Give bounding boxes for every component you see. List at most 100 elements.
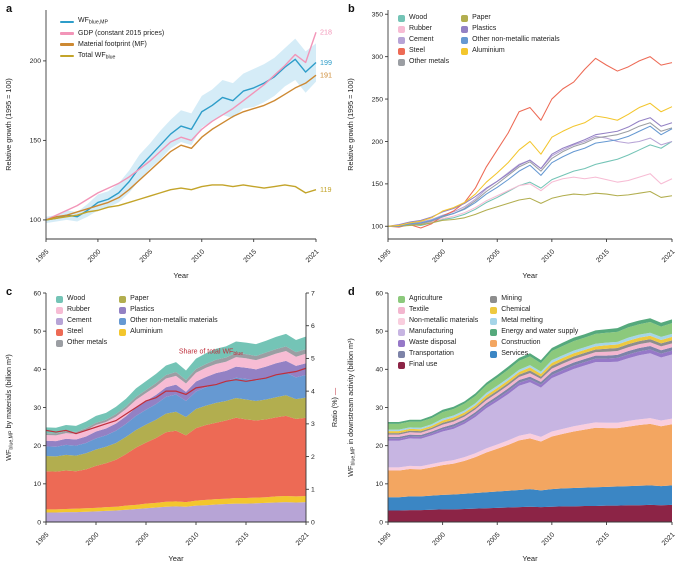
legend-swatch <box>490 306 498 314</box>
svg-text:150: 150 <box>30 138 42 145</box>
legend-item: Paper <box>461 13 560 23</box>
legend-label: Plastics <box>472 25 497 32</box>
panel-d-legend: Agriculture Textile Non-metallic materials… <box>398 294 578 370</box>
svg-text:60: 60 <box>33 290 41 297</box>
legend-item: Mining <box>490 294 578 304</box>
legend-label: Cement <box>409 36 434 43</box>
svg-text:Year: Year <box>173 271 189 280</box>
legend-label: Paper <box>472 14 491 21</box>
svg-text:Year: Year <box>522 554 538 563</box>
svg-text:Year: Year <box>522 271 538 280</box>
svg-text:20: 20 <box>375 443 383 450</box>
legend-item: Energy and water supply <box>490 327 578 337</box>
svg-text:40: 40 <box>375 367 383 374</box>
legend-label: Waste disposal <box>409 339 457 346</box>
legend-item: Total WFblue <box>60 51 164 63</box>
svg-text:1995: 1995 <box>35 531 51 547</box>
legend-label: Steel <box>409 47 425 54</box>
legend-swatch <box>461 25 469 33</box>
svg-text:2015: 2015 <box>595 248 611 264</box>
svg-text:10: 10 <box>33 481 41 488</box>
legend-column-1: WFblue,MP GDP (constant 2015 prices) Mater… <box>60 16 164 62</box>
svg-text:2015: 2015 <box>242 248 258 264</box>
legend-label: Paper <box>130 295 149 302</box>
legend-item: Other non-metallic materials <box>119 316 218 326</box>
panel-b-letter: b <box>348 3 355 15</box>
legend-item: Agriculture <box>398 294 478 304</box>
svg-text:2010: 2010 <box>191 248 207 264</box>
legend-item: Manufacturing <box>398 327 478 337</box>
svg-text:2000: 2000 <box>431 248 447 264</box>
legend-swatch <box>398 295 405 303</box>
svg-text:100: 100 <box>372 224 384 231</box>
panel-c: c Share of total WFblue 0 10 20 30 40 50 60 0 1 2 3… <box>0 283 342 566</box>
svg-text:30: 30 <box>33 405 41 412</box>
legend-label: Plastics <box>130 306 155 313</box>
legend-item: Other non-metallic materials <box>461 35 560 45</box>
svg-text:2000: 2000 <box>431 531 447 547</box>
legend-swatch <box>398 14 405 22</box>
panel-b: b 100 150 200 250 300 350 1995 2000 2005 2010 2015… <box>342 0 685 283</box>
legend-label: Other non-metallic materials <box>472 36 560 43</box>
svg-text:2021: 2021 <box>661 531 677 547</box>
legend-item: Plastics <box>461 24 560 34</box>
legend-item: Metal melting <box>490 316 578 326</box>
svg-text:10: 10 <box>375 481 383 488</box>
svg-text:50: 50 <box>375 328 383 335</box>
svg-text:2000: 2000 <box>87 248 103 264</box>
legend-swatch <box>60 32 74 35</box>
legend-label: Wood <box>67 295 86 302</box>
legend-item: Material footprint (MF) <box>60 40 164 50</box>
svg-text:7: 7 <box>311 290 315 297</box>
legend-swatch <box>398 361 405 369</box>
svg-text:2021: 2021 <box>661 248 677 264</box>
legend-item: Steel <box>56 327 107 337</box>
legend-swatch <box>398 36 405 44</box>
legend-item: Cement <box>56 316 107 326</box>
svg-text:WFblue,MP in downstream activi: WFblue,MP in downstream activity (billio… <box>346 338 357 476</box>
svg-text:3: 3 <box>311 421 315 428</box>
legend-label: Steel <box>67 328 83 335</box>
svg-text:1995: 1995 <box>35 248 51 264</box>
legend-swatch <box>119 317 127 325</box>
panel-c-chart: Share of total WFblue 0 10 20 30 40 50 60 0 1 2 3 4 5… <box>4 290 339 563</box>
legend-swatch <box>398 306 405 314</box>
legend-column-2: Paper Plastics Other non-metallic material… <box>119 294 218 348</box>
panel-d: d 0 10 20 30 40 50 60 1995 2000 2005 2010 2015 2021 Y… <box>342 283 685 566</box>
svg-text:200: 200 <box>372 139 384 146</box>
panel-c-legend: Wood Rubber Cement Steel Other metals Paper Pl… <box>56 294 218 348</box>
legend-swatch <box>398 350 405 358</box>
legend-swatch <box>119 328 127 336</box>
legend-swatch <box>56 295 63 303</box>
legend-swatch <box>490 339 498 347</box>
svg-text:250: 250 <box>372 96 384 103</box>
legend-item: Waste disposal <box>398 338 478 348</box>
svg-text:200: 200 <box>30 58 42 65</box>
legend-swatch <box>490 317 498 325</box>
legend-item: Aluminium <box>119 327 218 337</box>
svg-text:0: 0 <box>37 519 41 526</box>
svg-text:WFblue,MP by materials (billio: WFblue,MP by materials (billion m³) <box>4 354 15 461</box>
legend-label: Agriculture <box>409 295 443 302</box>
svg-text:2: 2 <box>311 454 315 461</box>
legend-label: GDP (constant 2015 prices) <box>78 29 165 37</box>
legend-swatch <box>461 47 469 55</box>
legend-column-2: Paper Plastics Other non-metallic material… <box>461 13 560 67</box>
legend-label: Mining <box>501 295 522 302</box>
legend-column-1: Wood Rubber Cement Steel Other metals <box>398 13 449 67</box>
legend-label: Other metals <box>409 58 450 65</box>
svg-text:350: 350 <box>372 12 384 19</box>
svg-text:Relative growth (1995 = 100): Relative growth (1995 = 100) <box>4 78 13 171</box>
legend-label: Final use <box>409 361 438 368</box>
panel-b-chart: 100 150 200 250 300 350 1995 2000 2005 2010 2015 20… <box>346 10 677 280</box>
legend-swatch <box>56 339 63 347</box>
panel-a-chart: 100 150 200 1995 2000 2005 2010 2015 2021 Year Rel… <box>4 10 332 280</box>
svg-text:40: 40 <box>33 367 41 374</box>
svg-text:Share of total WFblue: Share of total WFblue <box>179 349 243 358</box>
legend-swatch <box>461 36 469 44</box>
panel-a-letter: a <box>6 3 13 15</box>
svg-text:50: 50 <box>33 328 41 335</box>
svg-text:2021: 2021 <box>305 248 321 264</box>
legend-item: Aluminium <box>461 46 560 56</box>
